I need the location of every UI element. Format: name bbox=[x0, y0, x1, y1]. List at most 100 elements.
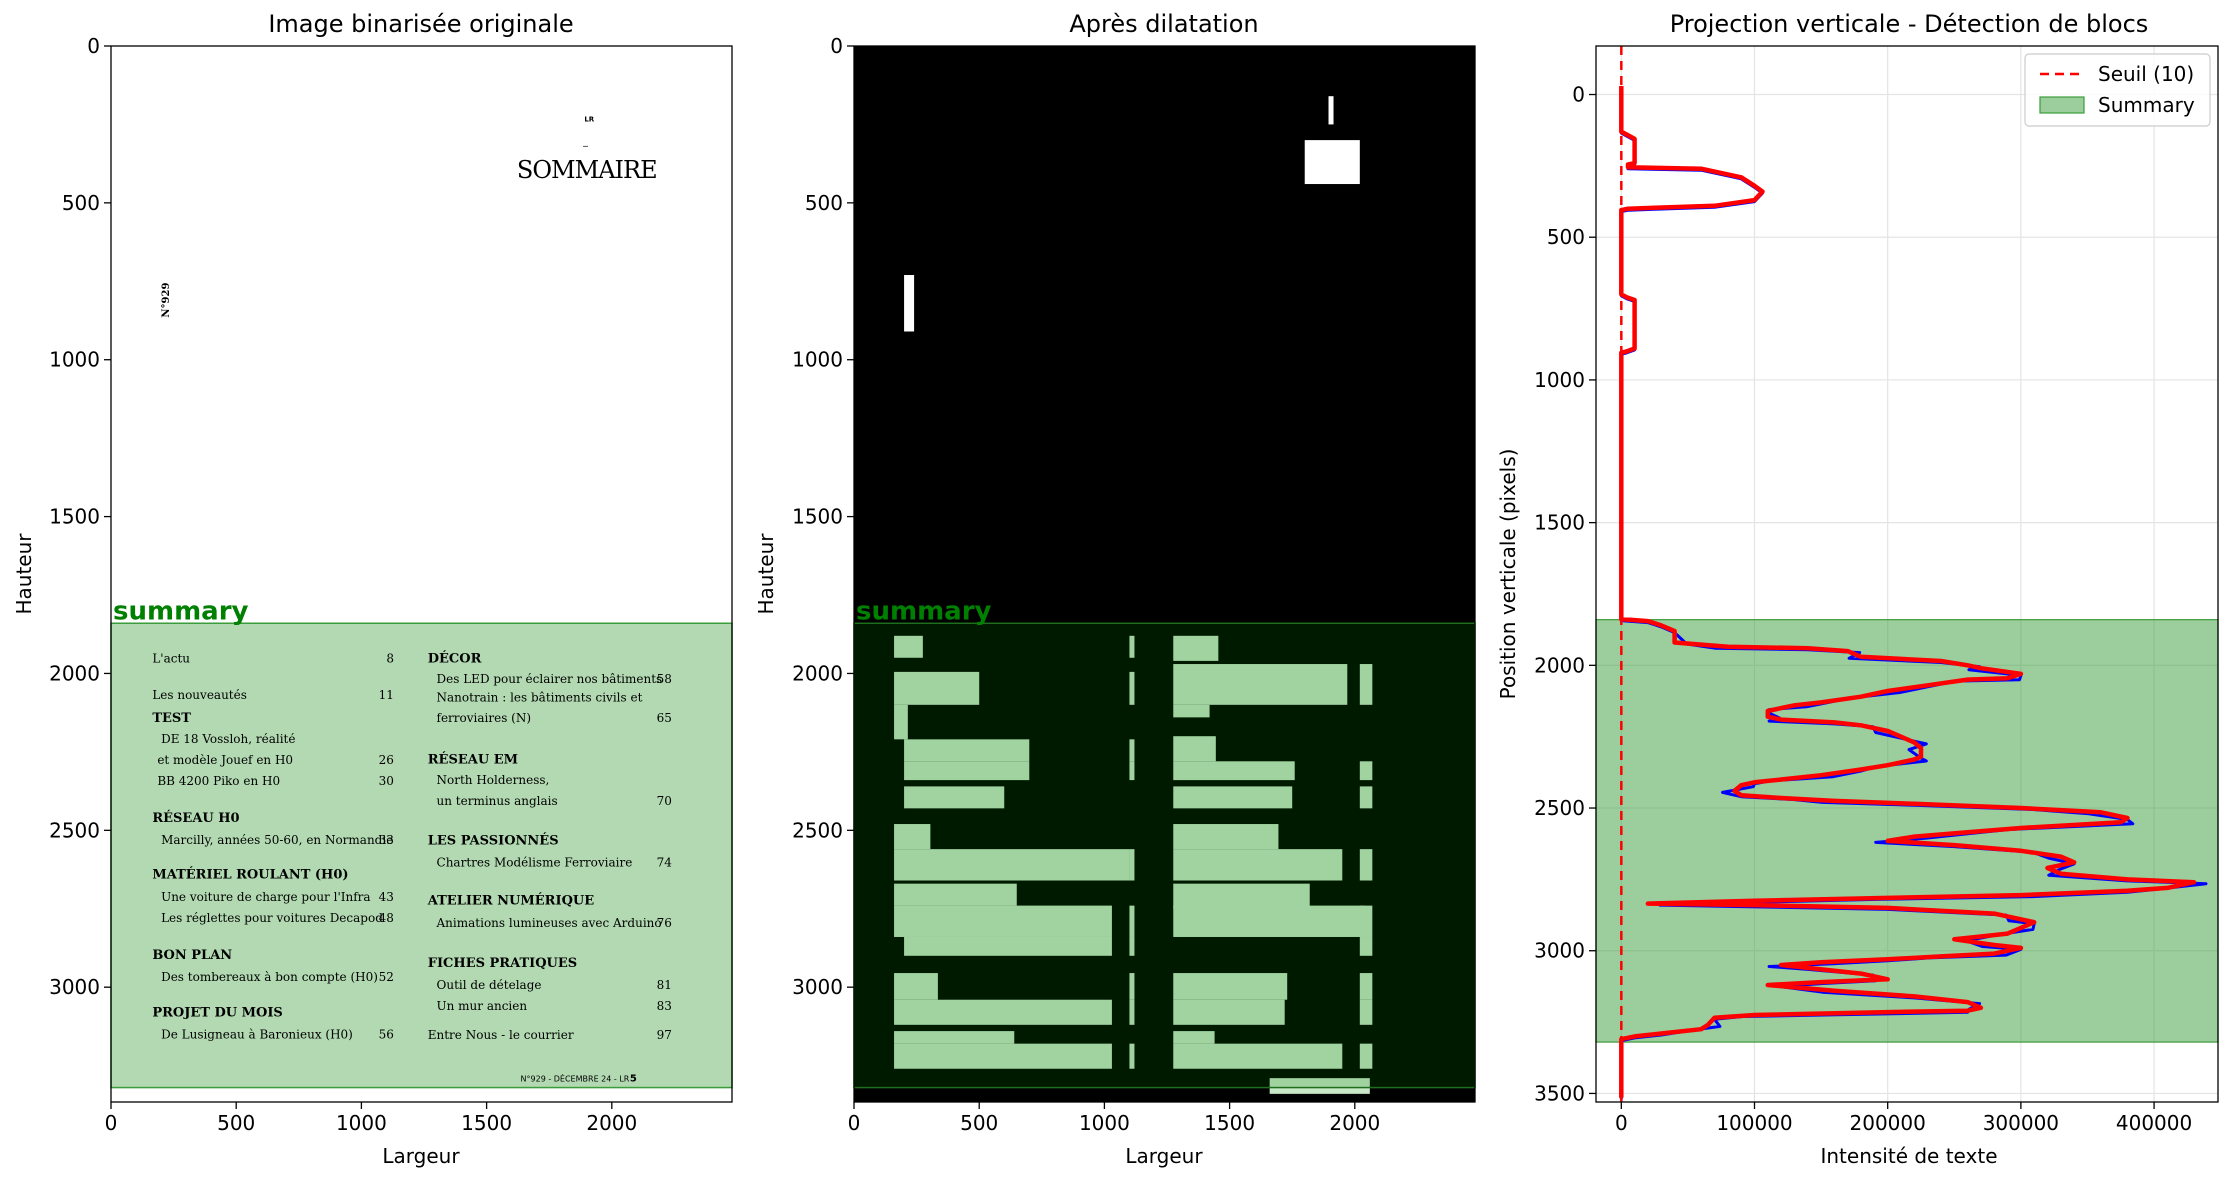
dilated-blob bbox=[1359, 999, 1373, 1025]
toc-page-number: 8 bbox=[386, 651, 394, 665]
dilated-blob bbox=[894, 905, 1112, 937]
dilated-blob bbox=[894, 1031, 1015, 1044]
dilated-blob bbox=[1359, 849, 1373, 881]
dilated-blob bbox=[1359, 936, 1373, 956]
x-tick-label: 100000 bbox=[1716, 1111, 1792, 1135]
dilated-blob bbox=[1359, 905, 1373, 937]
dilated-blob bbox=[894, 883, 1017, 906]
legend: Seuil (10) Summary bbox=[2024, 53, 2211, 127]
legend-summary-label: Summary bbox=[2098, 93, 2195, 117]
dilated-blob bbox=[1129, 1043, 1135, 1069]
doc-footer: N°929 - DÉCEMBRE 24 - LR bbox=[521, 1072, 630, 1083]
dilated-blob bbox=[894, 824, 931, 850]
dilated-blob bbox=[1129, 999, 1135, 1025]
x-tick-label: 400000 bbox=[2116, 1111, 2192, 1135]
dilated-blob bbox=[894, 999, 1112, 1025]
toc-entry: L'actu bbox=[152, 651, 190, 665]
x-tick-label: 0 bbox=[105, 1111, 118, 1135]
toc-section-heading: RÉSEAU H0 bbox=[152, 810, 239, 826]
dilated-blob bbox=[1173, 1031, 1215, 1044]
toc-entry: Les nouveautés bbox=[152, 688, 247, 702]
y-tick-label: 2500 bbox=[49, 818, 100, 842]
panel-dilated-image: Après dilatation summary 0 500 1000 1500 200… bbox=[754, 10, 1476, 1168]
doc-header-small: LR bbox=[584, 115, 594, 123]
image-background bbox=[111, 46, 732, 1102]
y-tick-label: 500 bbox=[1547, 225, 1585, 249]
toc-entry: DE 18 Vossloh, réalité bbox=[161, 732, 295, 746]
dilated-blob bbox=[894, 635, 923, 658]
toc-entry: Des tombereaux à bon compte (H0) bbox=[161, 970, 378, 984]
toc-section-heading: ATELIER NUMÉRIQUE bbox=[427, 893, 594, 909]
legend-summary-swatch bbox=[2039, 96, 2085, 114]
toc-section-heading: MATÉRIEL ROULANT (H0) bbox=[152, 867, 348, 883]
y-tick-label: 0 bbox=[1572, 83, 1585, 107]
y-tick-label: 3500 bbox=[1534, 1081, 1585, 1105]
doc-footer-page: 5 bbox=[630, 1073, 637, 1084]
dilated-blob bbox=[894, 849, 1130, 881]
legend-threshold-label: Seuil (10) bbox=[2098, 62, 2194, 86]
dilated-blob bbox=[1129, 635, 1135, 658]
dilated-blob bbox=[1359, 761, 1373, 781]
y-axis: 0 500 1000 1500 2000 2500 3000 bbox=[792, 34, 854, 999]
x-tick-label: 1500 bbox=[1204, 1111, 1255, 1135]
dilated-blob bbox=[1129, 739, 1135, 762]
dilated-blob bbox=[1173, 761, 1295, 781]
summary-region bbox=[853, 622, 1476, 1089]
dilated-blob bbox=[894, 671, 980, 705]
toc-page-number: 30 bbox=[379, 774, 394, 788]
dilated-blob bbox=[1173, 973, 1288, 1000]
y-tick-label: 3000 bbox=[792, 975, 843, 999]
x-axis: 0 500 1000 1500 2000 bbox=[105, 1102, 637, 1135]
dilated-blob bbox=[904, 761, 1030, 781]
dilated-blob bbox=[904, 936, 1112, 956]
dilated-blob bbox=[1173, 786, 1293, 809]
dilated-blob bbox=[1328, 96, 1334, 125]
dilated-blob bbox=[1173, 883, 1310, 909]
y-tick-label: 2000 bbox=[1534, 653, 1585, 677]
toc-entry: Animations lumineuses avec Arduino bbox=[436, 916, 662, 930]
toc-entry: Marcilly, années 50-60, en Normandie bbox=[161, 833, 393, 847]
y-tick-label: 1000 bbox=[49, 348, 100, 372]
x-axis-label: Intensité de texte bbox=[1820, 1144, 1997, 1168]
dilated-blob bbox=[1129, 761, 1135, 781]
dilated-blobs bbox=[894, 96, 1373, 1094]
toc-page-number: 52 bbox=[379, 970, 394, 984]
y-tick-label: 500 bbox=[62, 191, 100, 215]
dilated-blob bbox=[1173, 824, 1279, 850]
y-tick-label: 1000 bbox=[792, 348, 843, 372]
toc-entry: Une voiture de charge pour l'Infra bbox=[161, 890, 370, 904]
toc-page-number: 76 bbox=[657, 916, 672, 930]
y-tick-label: 0 bbox=[830, 34, 843, 58]
y-tick-label: 1500 bbox=[49, 505, 100, 529]
toc-section-heading: LES PASSIONNÉS bbox=[428, 833, 559, 849]
doc-title: SOMMAIRE bbox=[517, 156, 657, 184]
x-tick-label: 500 bbox=[217, 1111, 255, 1135]
toc-section-heading: FICHES PRATIQUES bbox=[428, 956, 577, 971]
dilated-blob bbox=[1173, 736, 1216, 762]
panel-original-image: Image binarisée originale summary LR SOMM… bbox=[12, 10, 733, 1168]
plot-frame bbox=[110, 45, 733, 1103]
x-tick-label: 200000 bbox=[1850, 1111, 1926, 1135]
toc-section-heading: RÉSEAU EM bbox=[428, 751, 518, 767]
toc-entry: ferroviaires (N) bbox=[437, 711, 532, 725]
y-tick-label: 0 bbox=[87, 34, 100, 58]
plot-frame bbox=[1595, 45, 2219, 1103]
toc-entry: BB 4200 Piko en H0 bbox=[157, 774, 280, 788]
toc-section-heading: PROJET DU MOIS bbox=[152, 1006, 282, 1021]
dilated-blob bbox=[1173, 999, 1285, 1025]
dilated-blob bbox=[1173, 849, 1343, 881]
toc-entry: North Holderness, bbox=[437, 773, 550, 787]
summary-region bbox=[1595, 619, 2219, 1043]
dilated-blob bbox=[1129, 849, 1135, 881]
toc-page-number: 83 bbox=[657, 999, 672, 1013]
dilated-blob bbox=[894, 1043, 1112, 1069]
summary-label: summary bbox=[113, 596, 249, 626]
toc-section-heading: DÉCOR bbox=[428, 650, 482, 666]
x-axis: 0 100000 200000 300000 400000 bbox=[1615, 1102, 2192, 1135]
y-tick-label: 2500 bbox=[792, 818, 843, 842]
toc-entry: De Lusigneau à Baronieux (H0) bbox=[161, 1027, 353, 1041]
document-content: LR SOMMAIRE N°929 L'actu 8 Les nouveautés 11 TE… bbox=[152, 115, 672, 1084]
dilated-blob bbox=[1173, 1043, 1343, 1069]
plot-frame bbox=[853, 45, 1476, 1103]
